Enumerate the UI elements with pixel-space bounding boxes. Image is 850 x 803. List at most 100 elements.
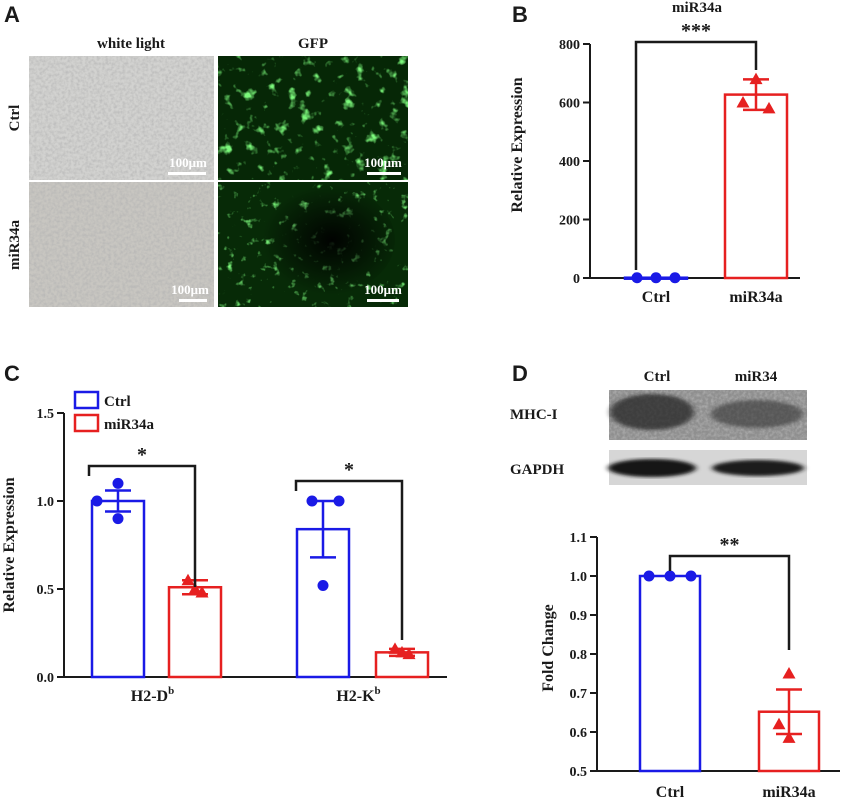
significance-bracket	[294, 479, 404, 640]
data-point-triangle	[749, 72, 763, 85]
y-tick-label: 0.0	[37, 671, 55, 686]
micrograph-mir34a-gfp: 100μm	[218, 182, 408, 307]
scale-bar-label: 100μm	[364, 155, 402, 170]
data-point-triangle	[395, 645, 409, 658]
panel-d-letter: D	[512, 361, 528, 386]
row-label-mir34a: miR34a	[7, 220, 23, 270]
y-tick-label: 600	[559, 97, 580, 112]
scale-bar-label: 100μm	[364, 282, 402, 297]
scale-bar-label: 100μm	[169, 155, 207, 170]
chart-c-legend: Ctrl miR34a	[73, 390, 154, 433]
chart-d-ylabel: Fold Change	[540, 604, 557, 692]
micrograph-ctrl-white-light: 100μm	[29, 56, 214, 180]
scale-bar	[168, 172, 206, 175]
data-point-circle	[685, 570, 697, 582]
x-tick-label: Ctrl	[642, 289, 671, 306]
y-tick-label: 0.8	[570, 648, 588, 663]
x-tick-label: Ctrl	[656, 784, 685, 801]
panel-c-letter: C	[4, 361, 20, 386]
legend-label-ctrl: Ctrl	[104, 394, 131, 410]
data-point-triangle	[782, 731, 796, 743]
data-point-triangle	[388, 642, 402, 654]
scale-bar	[367, 299, 399, 302]
data-point-circle	[333, 495, 345, 507]
chart-c-ylabel: Relative Expression	[1, 477, 18, 612]
western-blot-gapdh	[608, 450, 807, 485]
data-point-circle	[112, 513, 124, 525]
x-tick-label-text: H2-D	[131, 688, 168, 705]
data-point-triangle	[762, 101, 776, 114]
significance-label: ***	[681, 20, 711, 42]
y-tick-label: 1.0	[37, 495, 55, 510]
significance-label: **	[720, 534, 740, 556]
bar-mir34a	[723, 93, 789, 280]
data-point-circle	[643, 570, 655, 582]
data-point-circle	[650, 272, 662, 284]
x-tick-label-text: H2-K	[336, 688, 375, 705]
legend-swatch-mir34a	[73, 413, 100, 433]
y-tick-label: 800	[559, 38, 580, 53]
micrograph-mir34a-white-light: 100μm	[29, 182, 214, 307]
panel-c-chart: C Relative Expression Ctrl miR34a 0.0 0.5…	[1, 361, 447, 705]
significance-label: *	[344, 459, 354, 481]
bar-ctrl	[638, 574, 702, 773]
data-point-circle	[91, 495, 103, 507]
significance-bracket	[634, 40, 758, 270]
significance-bracket	[87, 464, 197, 587]
chart-b-ylabel: Relative Expression	[509, 77, 526, 212]
y-tick-label: 0.9	[570, 609, 588, 624]
col-header-gfp: GFP	[298, 36, 328, 52]
blot-row-mhc-i: MHC-I	[510, 407, 558, 423]
x-tick-label: H2-Kb	[336, 685, 380, 705]
x-tick-label: miR34a	[762, 784, 815, 801]
bar-mir34a	[167, 585, 223, 679]
data-point-circle	[317, 579, 329, 591]
row-label-ctrl: Ctrl	[7, 105, 23, 132]
data-point-circle	[664, 570, 676, 582]
y-tick-label: 0.5	[570, 765, 588, 780]
data-point-circle	[306, 495, 318, 507]
blot-lane-mir34: miR34	[735, 369, 778, 385]
data-point-triangle	[181, 573, 195, 586]
panel-a-letter: A	[4, 2, 20, 27]
legend-label-mir34a: miR34a	[104, 417, 154, 433]
panel-b-chart: B miR34a Relative Expression 0 200 400 600 8…	[509, 0, 800, 306]
panel-d-chart: Fold Change 0.5 0.6 0.7 0.8 0.9 1.0 1.1 Ctrl miR…	[540, 531, 840, 801]
blot-lane-ctrl: Ctrl	[644, 369, 671, 385]
x-tick-label-superscript: b	[375, 685, 381, 697]
western-blot-mhc-i	[609, 390, 807, 440]
y-tick-label: 0.5	[37, 583, 55, 598]
bar-ctrl	[90, 499, 146, 679]
chart-b-title: miR34a	[672, 0, 722, 16]
blot-row-gapdh: GAPDH	[510, 462, 564, 478]
y-tick-label: 1.0	[570, 570, 588, 585]
y-tick-label: 1.5	[37, 407, 55, 422]
x-tick-label-superscript: b	[168, 685, 174, 697]
x-tick-label: miR34a	[729, 289, 782, 306]
y-tick-label: 0.7	[570, 687, 588, 702]
data-point-triangle	[195, 586, 209, 598]
significance-label: *	[137, 444, 147, 466]
panel-b-letter: B	[512, 2, 528, 27]
significance-bracket	[668, 554, 791, 650]
data-point-triangle	[188, 582, 202, 594]
legend-swatch-ctrl	[73, 390, 100, 410]
data-point-triangle	[772, 717, 786, 730]
data-point-circle	[631, 272, 643, 284]
panel-d: D Ctrl miR34 MHC-I GAPDH Fold Change 0.5…	[510, 361, 840, 801]
y-tick-label: 200	[559, 214, 580, 229]
col-header-white-light: white light	[97, 36, 165, 52]
y-tick-label: 0.6	[570, 726, 588, 741]
data-point-circle	[112, 477, 124, 489]
scale-bar-label: 100μm	[171, 282, 209, 297]
data-point-circle	[669, 272, 681, 284]
data-point-triangle	[736, 96, 750, 108]
scale-bar	[179, 299, 207, 302]
micrograph-ctrl-gfp: 100μm	[218, 56, 408, 180]
x-tick-label: H2-Db	[131, 685, 174, 705]
y-tick-label: 400	[559, 155, 580, 170]
panel-a: A white light GFP Ctrl miR34a 100μm 100μ…	[4, 2, 408, 307]
data-point-triangle	[782, 667, 796, 679]
y-tick-label: 0	[573, 272, 580, 287]
